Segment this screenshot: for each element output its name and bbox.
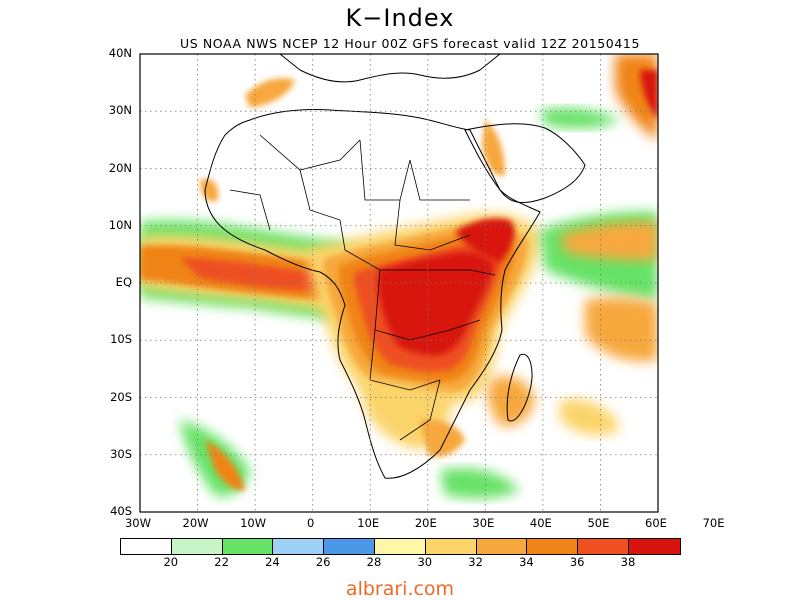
legend-label: 38 — [620, 555, 636, 569]
lat-label: 10S — [110, 332, 132, 347]
europe-coastline — [279, 54, 501, 83]
madagascar-outline — [506, 353, 533, 422]
map-frame — [139, 53, 659, 513]
legend-swatch — [121, 539, 172, 554]
lat-label: 30N — [108, 103, 132, 118]
legend-swatch — [222, 539, 274, 554]
lon-label: 50E — [587, 516, 610, 530]
map-title: K−Index — [345, 4, 455, 32]
lon-label: 30W — [124, 516, 151, 530]
central-africa-high-k — [308, 213, 541, 406]
map-subtitle: US NOAA NWS NCEP 12 Hour 00Z GFS forecas… — [179, 36, 641, 51]
lon-label: 70E — [702, 516, 725, 530]
legend-swatch — [324, 539, 375, 554]
lon-label: 10E — [357, 516, 380, 530]
africa-coastline — [204, 109, 541, 479]
legend-swatch — [527, 539, 579, 554]
lon-label: 10W — [240, 516, 267, 530]
legend-swatch — [578, 539, 629, 554]
legend-swatch — [374, 539, 426, 554]
indian-ocean-moisture — [487, 211, 658, 436]
legend-swatch — [171, 539, 223, 554]
legend-label: 22 — [214, 555, 229, 569]
lat-label: 20N — [108, 160, 132, 175]
lon-label: 0 — [306, 516, 315, 530]
lon-label: 40E — [529, 516, 552, 530]
legend-swatch — [476, 539, 528, 554]
watermark-footer: albrari.com — [345, 578, 455, 600]
legend-swatch — [273, 539, 325, 554]
legend-label: 26 — [315, 555, 331, 569]
northern-moisture-patches — [200, 54, 658, 202]
lat-label: 10N — [108, 217, 132, 232]
lon-label: 60E — [645, 516, 667, 530]
legend-label: 28 — [366, 555, 382, 569]
legend-label: 30 — [417, 555, 433, 569]
lat-label: 30S — [110, 446, 132, 461]
lon-label: 30E — [472, 516, 495, 530]
lon-label: 20E — [414, 516, 437, 530]
color-legend — [120, 538, 681, 555]
lat-label: 40N — [108, 46, 132, 60]
legend-label: 34 — [519, 555, 534, 569]
map-grid — [140, 54, 658, 512]
arabia-coastline — [464, 123, 586, 203]
lat-label: 20S — [110, 389, 132, 404]
legend-swatch — [628, 539, 680, 554]
legend-label: 24 — [265, 555, 280, 569]
legend-label: 32 — [468, 555, 483, 569]
lat-label: EQ — [115, 275, 132, 289]
legend-swatch — [425, 539, 477, 554]
legend-label: 20 — [163, 555, 179, 569]
lon-label: 20W — [182, 516, 209, 530]
legend-label: 36 — [569, 555, 585, 569]
lat-label: 40S — [110, 504, 132, 518]
